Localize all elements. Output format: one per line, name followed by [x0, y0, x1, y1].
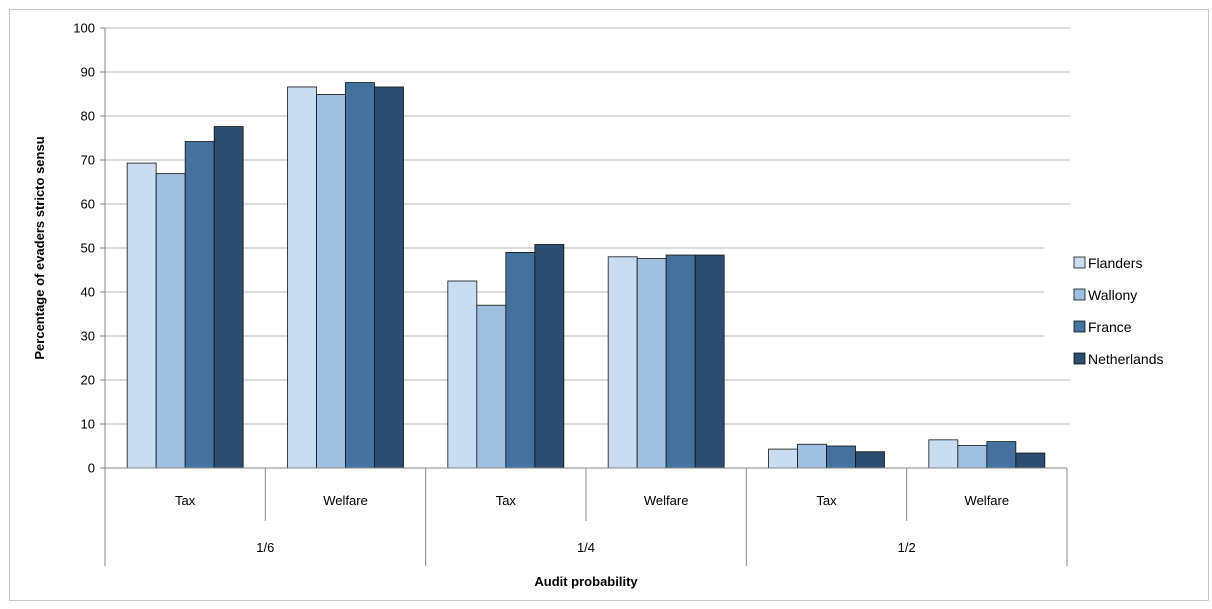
- y-tick-label: 30: [81, 329, 95, 344]
- x-category-label: Tax: [175, 493, 196, 508]
- y-tick-label: 40: [81, 285, 95, 300]
- legend-label: Netherlands: [1088, 351, 1164, 367]
- bar-netherlands: [1015, 452, 1046, 469]
- legend-swatch-netherlands: [1073, 352, 1086, 365]
- y-tick-label: 90: [81, 65, 95, 80]
- bar-netherlands: [534, 244, 565, 469]
- bar-flanders: [447, 280, 478, 469]
- y-tick-label: 100: [73, 21, 95, 36]
- bar-france: [184, 141, 215, 469]
- gridlines: [105, 27, 1070, 425]
- y-tick-label: 80: [81, 109, 95, 124]
- x-group-label: 1/2: [898, 540, 916, 555]
- y-axis-title: Percentage of evaders stricto sensu: [32, 136, 47, 359]
- bar-france: [665, 254, 696, 469]
- x-category-label: Tax: [496, 493, 517, 508]
- y-axis-ticks: 0 10 20 30 40 50 60 70 80 90 100: [73, 21, 105, 476]
- x-category-label: Tax: [816, 493, 837, 508]
- x-axis: Tax Welfare 1/6 Tax Welfare 1/4 Tax Welfare 1/2: [104, 28, 1068, 566]
- bar-flanders: [607, 256, 638, 469]
- bar-flanders: [126, 162, 157, 469]
- x-category-label: Welfare: [323, 493, 368, 508]
- bar-wallony: [636, 258, 667, 469]
- bar-france: [986, 441, 1017, 469]
- bar-flanders: [928, 439, 959, 469]
- legend-label: Wallony: [1088, 287, 1137, 303]
- y-tick-label: 20: [81, 373, 95, 388]
- bar-wallony: [797, 443, 827, 469]
- bar-wallony: [155, 173, 186, 469]
- legend-swatch-flanders: [1073, 256, 1086, 269]
- x-group-label: 1/6: [256, 540, 274, 555]
- bar-flanders: [768, 448, 798, 469]
- legend-label: Flanders: [1088, 255, 1142, 271]
- bar-france: [505, 251, 536, 469]
- y-tick-label: 10: [81, 417, 95, 432]
- bar-wallony: [476, 304, 507, 469]
- y-tick-label: 0: [88, 461, 95, 476]
- bar-wallony: [957, 445, 988, 469]
- bar-wallony: [316, 94, 346, 469]
- y-tick-label: 50: [81, 241, 95, 256]
- bars: [126, 82, 1046, 469]
- bar-france: [826, 445, 856, 469]
- legend-label: France: [1088, 319, 1132, 335]
- x-group-label: 1/4: [577, 540, 595, 555]
- legend-background: [1044, 247, 1180, 377]
- legend-swatch-france: [1073, 320, 1086, 333]
- y-tick-label: 60: [81, 197, 95, 212]
- bar-netherlands: [694, 254, 725, 469]
- y-tick-label: 70: [81, 153, 95, 168]
- legend-swatch-wallony: [1073, 288, 1086, 301]
- legend: Flanders Wallony France Netherlands: [1044, 247, 1180, 377]
- x-category-label: Welfare: [644, 493, 689, 508]
- bar-netherlands: [374, 86, 404, 469]
- bar-netherlands: [213, 126, 244, 469]
- x-axis-title: Audit probability: [534, 574, 638, 589]
- bar-france: [345, 82, 375, 469]
- x-category-label: Welfare: [965, 493, 1010, 508]
- bar-flanders: [287, 86, 317, 469]
- bar-netherlands: [855, 451, 885, 469]
